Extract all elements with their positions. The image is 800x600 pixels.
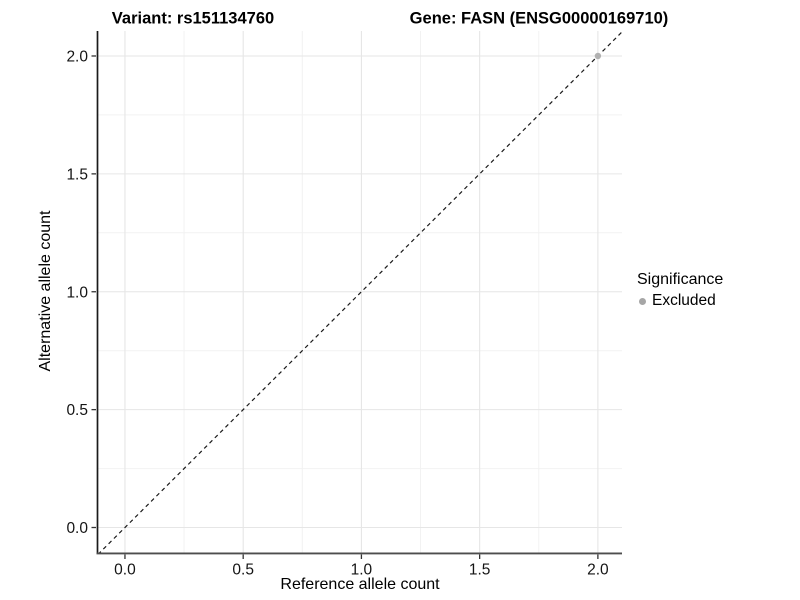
plot-title-gene: Gene: FASN (ENSG00000169710): [409, 9, 669, 28]
legend: Significance Excluded: [637, 271, 723, 310]
identity-line: [99, 31, 622, 553]
axis-ticks-and-labels: 0.0 0.5 1.0 1.5 2.0 0.0 0.5 1.0 1.5 2.0: [66, 48, 609, 578]
legend-item-excluded: Excluded: [637, 292, 723, 310]
legend-title: Significance: [637, 271, 724, 288]
axes: [96, 31, 622, 555]
x-tick-label: 0.0: [114, 562, 136, 579]
y-tick-label: 2.0: [66, 48, 88, 65]
gridlines-minor: [98, 31, 622, 553]
legend-item-label: Excluded: [652, 292, 716, 309]
y-tick-label: 1.0: [66, 284, 88, 301]
x-axis-title: Reference allele count: [280, 576, 440, 593]
plot-title-variant: Variant: rs151134760: [111, 9, 275, 28]
gridlines-major: [98, 31, 622, 553]
legend-point-icon: [639, 297, 646, 305]
y-tick-label: 1.5: [66, 166, 88, 183]
y-tick-label: 0.0: [66, 520, 88, 537]
data-point: [594, 52, 602, 60]
x-tick-label: 2.0: [587, 562, 609, 579]
x-tick-label: 0.5: [232, 562, 254, 579]
data-points: [594, 52, 602, 60]
x-tick-label: 1.0: [351, 562, 373, 579]
x-tick-label: 1.5: [469, 562, 491, 579]
y-tick-label: 0.5: [66, 402, 88, 419]
y-axis-title: Alternative allele count: [37, 210, 54, 372]
